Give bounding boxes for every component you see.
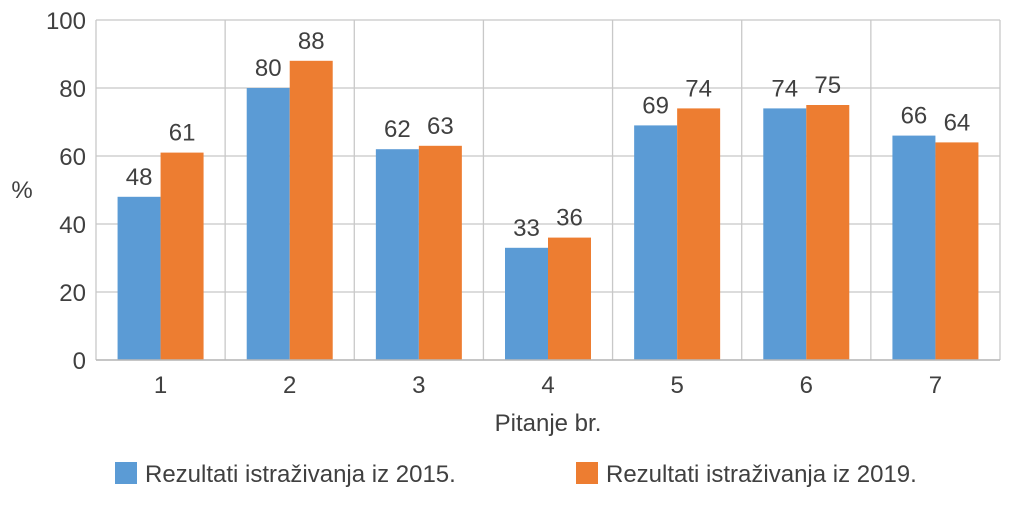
bar-2019 [935,142,979,360]
x-tick-label: 5 [670,372,683,399]
bar-2015 [763,108,807,361]
x-tick-label: 7 [929,372,942,399]
bar-2019 [160,152,204,360]
bar-2015 [634,125,678,361]
data-label: 62 [384,116,411,143]
data-label: 69 [642,92,669,119]
data-label: 33 [513,215,540,242]
data-label: 75 [814,72,841,99]
bar-2015 [505,247,548,360]
data-label: 66 [901,103,928,130]
x-tick-label: 3 [412,372,425,399]
data-label: 63 [427,113,454,140]
x-tick-label: 6 [800,372,813,399]
bar-2015 [892,135,936,360]
bar-2015 [246,88,290,360]
bar-2019 [677,108,721,361]
legend-label: Rezultati istraživanja iz 2019. [606,461,917,488]
x-tick-label: 4 [541,372,554,399]
bars [117,60,979,361]
data-label: 48 [126,164,153,191]
y-tick-label: 100 [46,8,86,35]
bar-2019 [418,145,462,360]
y-tick-label: 80 [59,76,86,103]
axes: 0 20 40 60 80 100 1 2 3 4 5 6 7 [46,8,1000,399]
y-tick-label: 0 [73,348,86,375]
data-label: 61 [169,120,196,147]
data-label: 80 [255,55,282,82]
x-tick-label: 1 [154,372,167,399]
bar-2019 [548,237,591,360]
legend: Rezultati istraživanja iz 2015. Rezultati… [115,461,917,488]
bar-2019 [289,60,333,361]
y-tick-label: 20 [59,280,86,307]
legend-swatch [576,462,598,484]
data-label: 74 [771,75,798,102]
data-label: 88 [298,28,325,55]
data-label: 64 [944,109,971,136]
x-tick-label: 2 [283,372,296,399]
bar-2015 [117,196,161,360]
x-axis-label: Pitanje br. [495,410,602,437]
legend-swatch [115,462,137,484]
legend-label: Rezultati istraživanja iz 2015. [145,461,456,488]
data-labels: 48 61 80 88 62 63 33 36 69 74 74 75 66 64 [126,28,971,242]
bar-2015 [375,149,419,360]
data-label: 74 [685,75,712,102]
bar-2019 [806,105,850,360]
y-axis-label: % [11,177,32,204]
y-tick-label: 40 [59,212,86,239]
data-label: 36 [556,205,583,232]
y-tick-label: 60 [59,144,86,171]
grid [95,19,1001,361]
